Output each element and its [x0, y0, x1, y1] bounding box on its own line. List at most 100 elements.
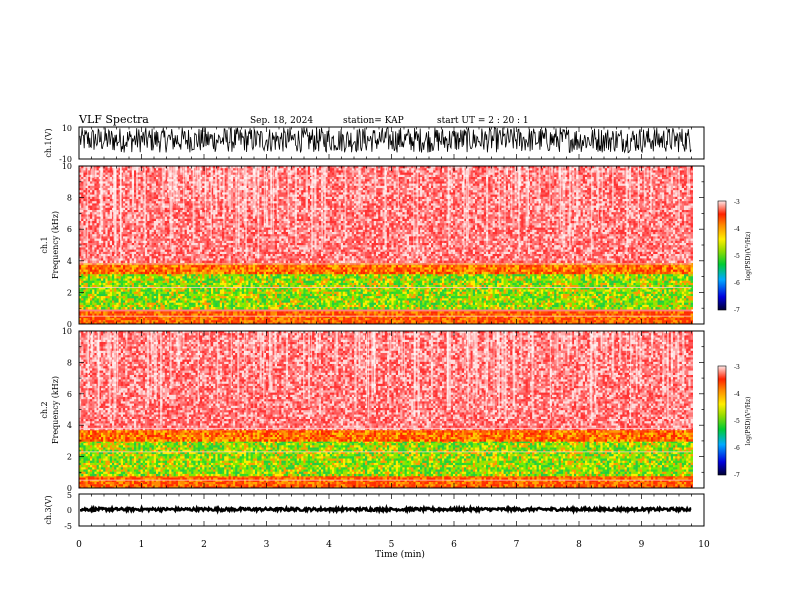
spectrogram-cell: [175, 218, 179, 222]
spectrogram-cell: [208, 269, 212, 272]
spectrogram-cell: [171, 243, 174, 246]
spectrogram-cell: [129, 194, 132, 197]
spectrogram-cell: [171, 245, 174, 248]
spectrogram-cell: [167, 227, 170, 230]
spectrogram-cell: [180, 300, 183, 303]
spectrogram-cell: [219, 172, 223, 175]
spectrogram-cell: [96, 322, 99, 324]
spectrogram-cell: [215, 304, 218, 308]
spectrogram-cell: [138, 282, 141, 286]
spectrogram-cell: [178, 274, 181, 277]
spectrogram-cell: [123, 229, 126, 233]
spectrogram-cell: [103, 236, 106, 239]
spectrogram-cell: [85, 216, 88, 219]
spectrogram-cell: [92, 296, 95, 299]
spectrogram-cell: [186, 179, 190, 182]
spectrogram-cell: [202, 172, 205, 175]
figure-title: VLF Spectra: [78, 113, 149, 126]
spectrogram-cell: [134, 229, 137, 233]
spectrogram-cell: [120, 223, 124, 226]
spectrogram-cell: [211, 293, 214, 297]
spectrogram-cell: [222, 296, 225, 299]
spectrogram-cell: [211, 304, 214, 308]
spectrogram-cell: [193, 282, 196, 286]
spectrogram-cell: [173, 278, 176, 281]
spectrogram-cell: [211, 216, 214, 219]
spectrogram-cell: [164, 212, 168, 215]
spectrogram-cell: [109, 177, 113, 180]
spectrogram-cell: [197, 207, 201, 211]
spectrogram-cell: [107, 307, 110, 310]
spectrogram-cell: [98, 271, 102, 275]
spectrogram-cell: [191, 179, 194, 182]
spectrogram-cell: [167, 205, 170, 208]
spectrogram-cell: [180, 225, 183, 228]
spectrogram-cell: [85, 251, 88, 255]
spectrogram-cell: [105, 271, 108, 275]
spectrogram-cell: [81, 267, 84, 270]
spectrogram-cell: [118, 168, 121, 171]
spectrogram-cell: [103, 240, 106, 244]
spectrogram-cell: [217, 313, 220, 316]
spectrogram-cell: [147, 243, 150, 246]
spectrogram-cell: [164, 207, 168, 211]
spectrogram-cell: [138, 196, 141, 200]
spectrogram-cell: [197, 234, 201, 237]
spectrogram-cell: [160, 315, 163, 319]
spectrogram-cell: [87, 170, 91, 173]
spectrogram-cell: [215, 254, 218, 257]
spectrogram-cell: [208, 218, 212, 222]
spectrogram-cell: [107, 302, 110, 306]
spectrogram-cell: [204, 300, 207, 303]
spectrogram-cell: [79, 168, 82, 171]
spectrogram-cell: [156, 260, 159, 263]
spectrogram-cell: [222, 245, 225, 248]
spectrogram-cell: [145, 236, 148, 239]
spectrogram-cell: [96, 170, 99, 173]
spectrogram-cell: [138, 247, 141, 250]
spectrogram-cell: [215, 298, 218, 301]
spectrogram-cell: [114, 291, 117, 295]
spectrogram-cell: [107, 287, 110, 290]
spectrogram-cell: [156, 199, 159, 202]
spectrogram-cell: [208, 194, 212, 197]
spectrogram-cell: [195, 271, 198, 275]
spectrogram-cell: [217, 181, 220, 184]
spectrogram-cell: [219, 304, 223, 308]
spectrogram-cell: [79, 278, 82, 281]
spectrogram-cell: [215, 223, 218, 226]
spectrogram-cell: [94, 207, 97, 211]
spectrogram-cell: [213, 174, 216, 178]
spectrogram-cell: [202, 307, 205, 310]
spectrogram-cell: [202, 168, 205, 171]
spectrogram-cell: [96, 190, 99, 193]
spectrogram-cell: [151, 214, 154, 217]
spectrogram-cell: [136, 276, 139, 279]
spectrogram-cell: [129, 258, 132, 261]
spectrogram-cell: [109, 192, 113, 195]
spectrogram-cell: [195, 207, 198, 211]
spectrogram-cell: [206, 190, 209, 193]
spectrogram-cell: [123, 190, 126, 193]
spectrogram-cell: [184, 232, 187, 235]
spectrogram-cell: [224, 240, 227, 244]
spectrogram-cell: [197, 271, 201, 275]
spectrogram-cell: [107, 271, 110, 275]
spectrogram-cell: [116, 221, 119, 224]
spectrogram-cell: [204, 285, 207, 288]
spectrogram-cell: [112, 269, 115, 272]
spectrogram-cell: [107, 276, 110, 279]
spectrogram-cell: [215, 236, 218, 239]
spectrogram-cell: [79, 183, 82, 186]
spectrogram-cell: [211, 267, 214, 270]
spectrogram-cell: [120, 291, 124, 295]
spectrogram-cell: [107, 225, 110, 228]
spectrogram-cell: [162, 245, 165, 248]
spectrogram-cell: [184, 282, 187, 286]
spectrogram-cell: [87, 199, 91, 202]
spectrogram-cell: [120, 201, 124, 204]
spectrogram-cell: [202, 234, 205, 237]
spectrogram-cell: [178, 179, 181, 182]
spectrogram-cell: [105, 256, 108, 259]
spectrogram-cell: [114, 296, 117, 299]
